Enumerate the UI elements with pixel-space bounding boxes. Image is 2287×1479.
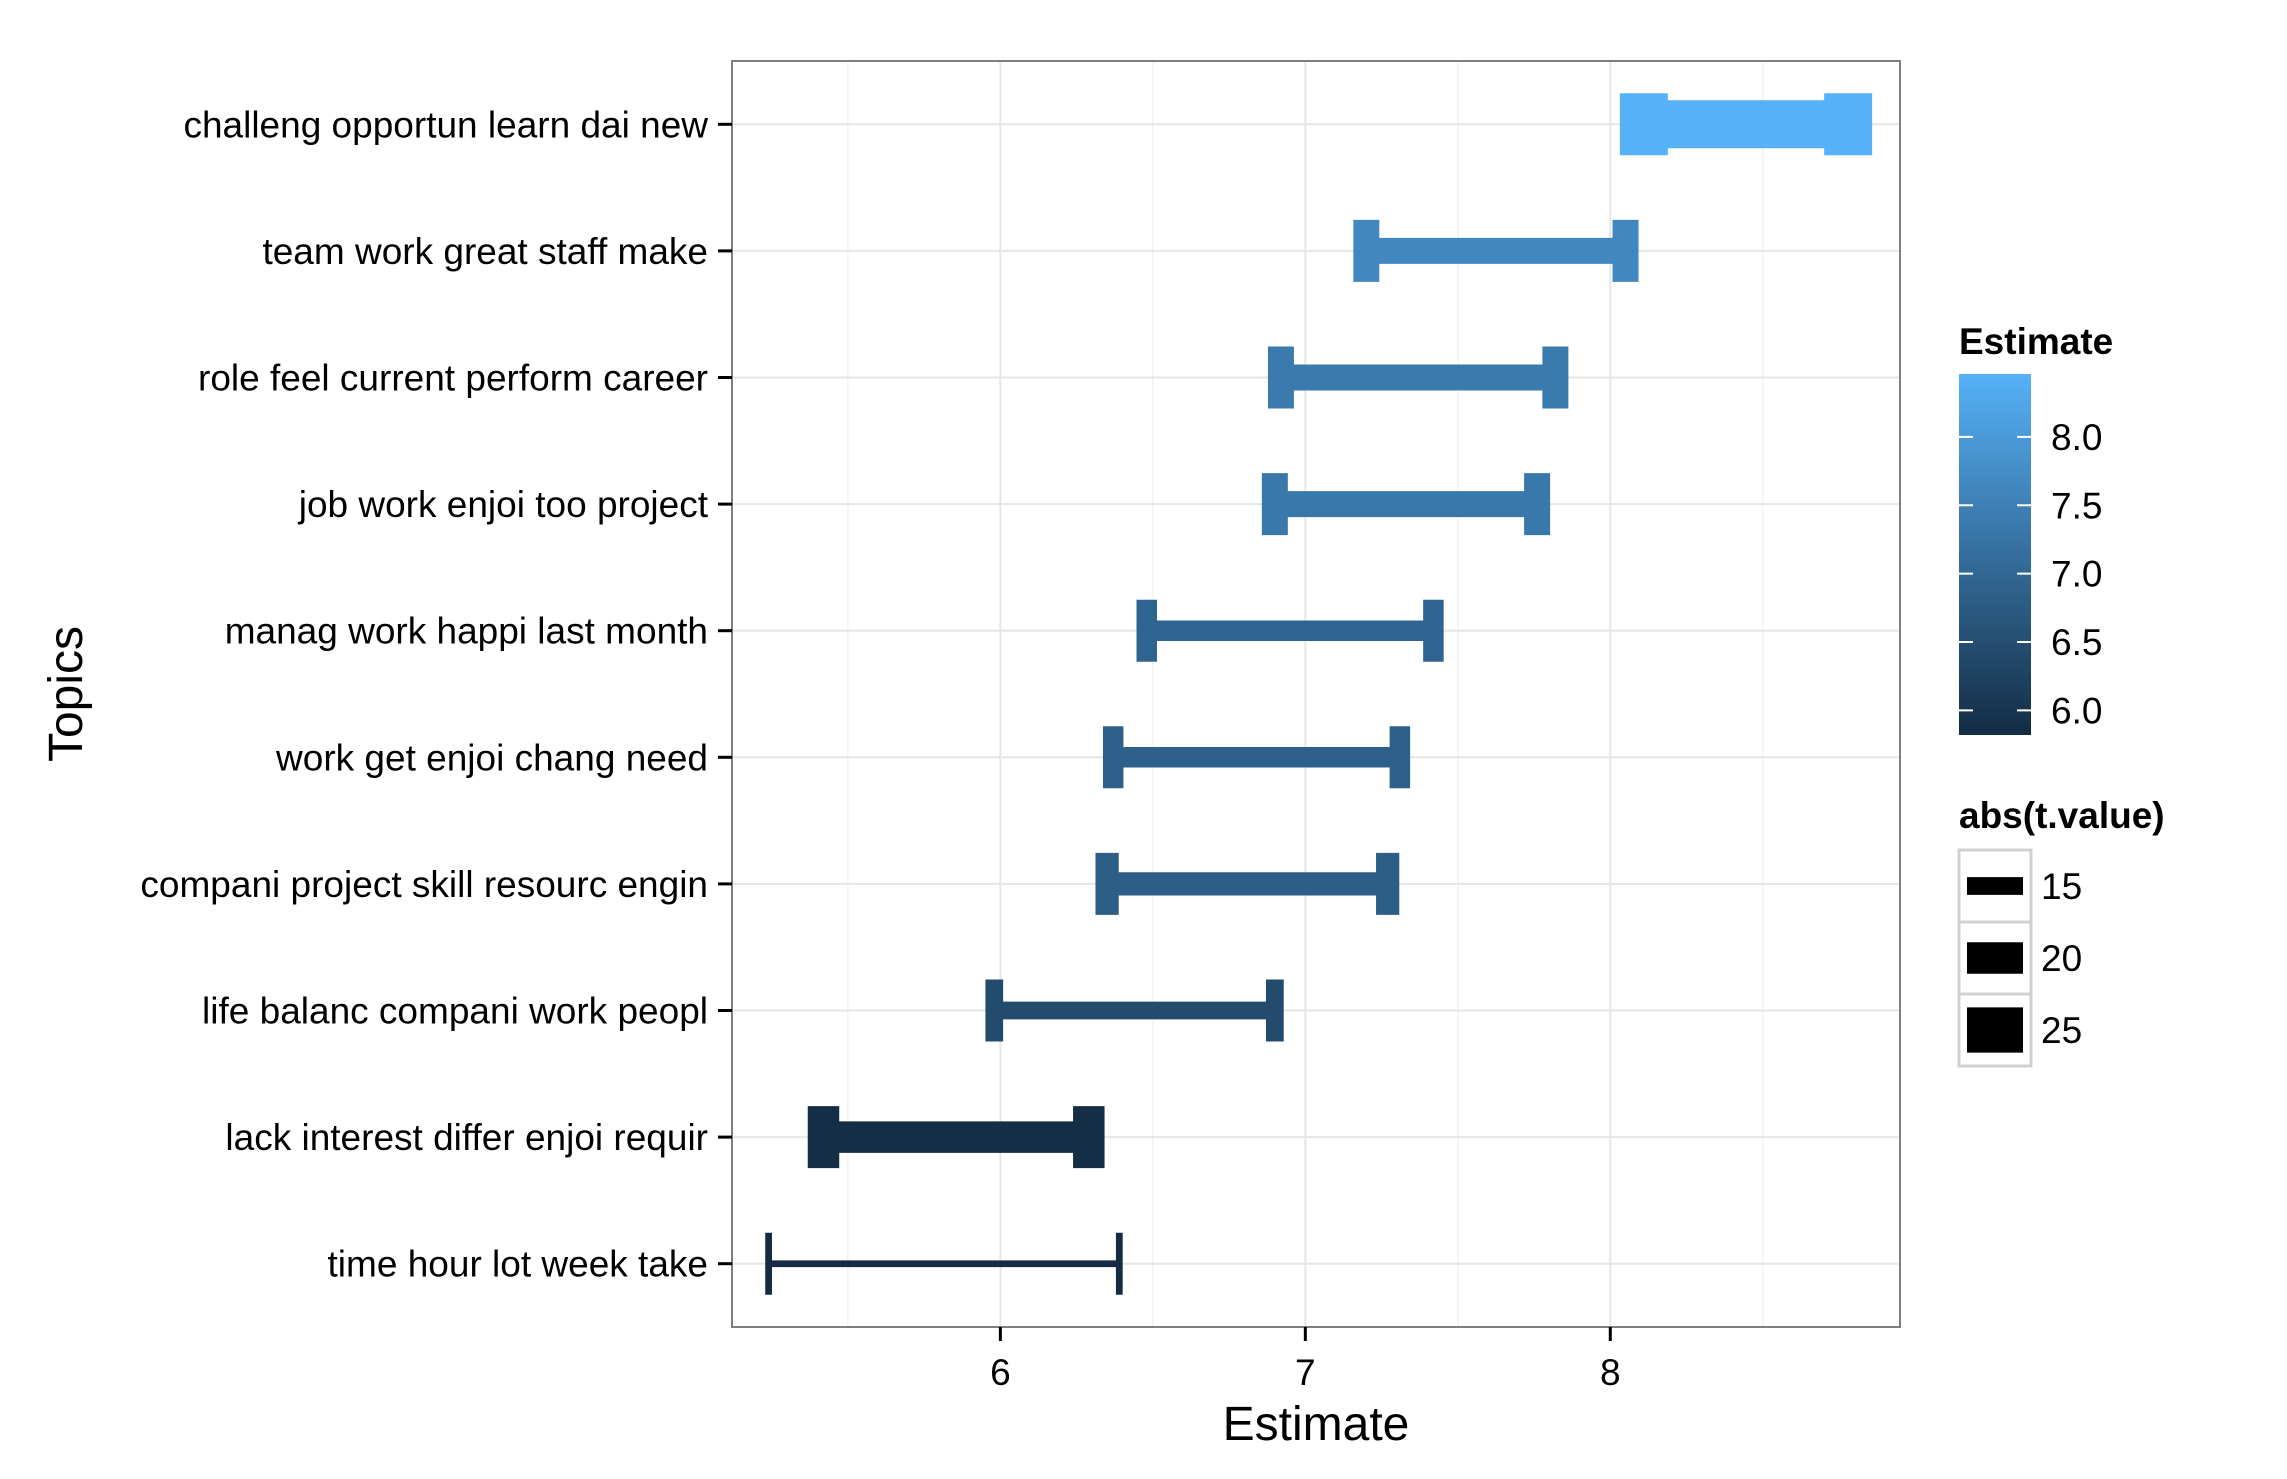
x-axis-title: Estimate <box>1223 1398 1410 1451</box>
legend-colorbar <box>1959 374 2031 735</box>
errorbar <box>1136 599 1444 662</box>
legend-size-key: 25 <box>1957 992 2082 1068</box>
legend-color-label: 7.5 <box>2051 485 2102 526</box>
legend-size-label: 15 <box>2041 866 2082 907</box>
y-axis: challeng opportun learn dai new team work… <box>140 104 732 1285</box>
x-tick-label: 6 <box>990 1352 1011 1393</box>
errorbar <box>765 1232 1123 1295</box>
legend-size-title: abs(t.value) <box>1959 795 2165 836</box>
y-tick-label: work get enjoi chang need <box>275 737 708 778</box>
errorbar <box>1353 219 1639 282</box>
y-axis-title: Topics <box>40 626 93 762</box>
legend-size-label: 25 <box>2041 1010 2082 1051</box>
errorbar <box>807 1106 1105 1169</box>
y-tick-label: role feel current perform career <box>198 358 708 399</box>
legend-size-key: 15 <box>1957 848 2082 924</box>
legend-color-label: 6.5 <box>2051 622 2102 663</box>
y-tick-label: lack interest differ enjoi requir <box>225 1117 708 1158</box>
y-tick-label: life balanc compani work peopl <box>202 991 708 1032</box>
x-tick-label: 8 <box>1600 1352 1621 1393</box>
legend-size-label: 20 <box>2041 938 2082 979</box>
y-tick-label: manag work happi last month <box>225 611 708 652</box>
errorbars <box>765 93 1873 1295</box>
legend-color-label: 6.0 <box>2051 690 2102 731</box>
errorbar <box>1102 726 1411 789</box>
legend-color-label: 8.0 <box>2051 417 2102 458</box>
y-tick-label: time hour lot week take <box>328 1244 708 1285</box>
x-tick-label: 7 <box>1295 1352 1316 1393</box>
x-axis: 6 7 8 <box>990 1327 1621 1393</box>
errorbar <box>1267 346 1569 409</box>
errorbar <box>985 979 1284 1042</box>
y-tick-label: compani project skill resourc engin <box>140 864 708 905</box>
legend-color-ticks: 8.0 7.5 7.0 6.5 6.0 <box>1959 417 2102 731</box>
legend-color-label: 7.0 <box>2051 554 2102 595</box>
errorbar <box>1619 93 1873 156</box>
errorbar <box>1095 852 1400 915</box>
y-tick-label: team work great staff make <box>262 231 708 272</box>
legend-color: Estimate 8.0 7.5 7.0 6.5 6.0 <box>1959 321 2113 735</box>
errorbar <box>1261 473 1551 536</box>
panel-border <box>731 60 1901 1328</box>
y-tick-label: challeng opportun learn dai new <box>183 104 708 145</box>
y-tick-label: job work enjoi too project <box>298 484 709 525</box>
legend-size-key: 20 <box>1957 920 2082 996</box>
legend-size: abs(t.value) 15 20 25 <box>1957 795 2165 1068</box>
legend-size-keys: 15 20 25 <box>1957 848 2082 1068</box>
legend-color-title: Estimate <box>1959 321 2113 362</box>
